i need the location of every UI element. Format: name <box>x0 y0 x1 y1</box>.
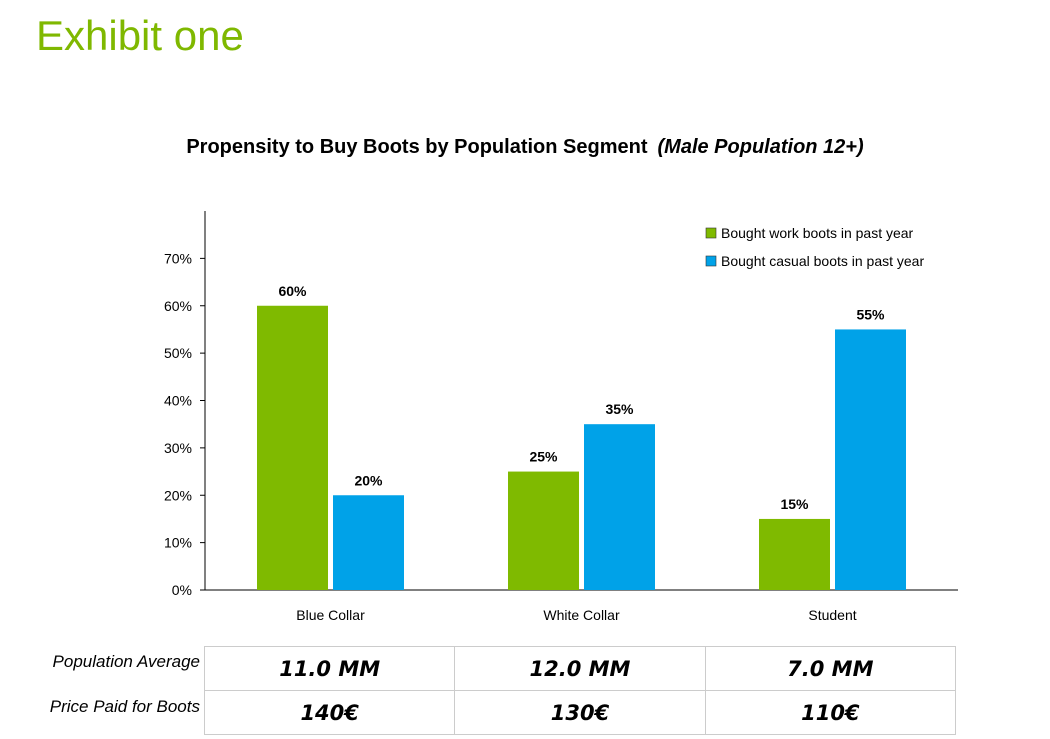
table-cell: 11.0 MM <box>203 646 456 691</box>
table-row: 140€ 130€ 110€ <box>203 690 957 735</box>
table-cell: 140€ <box>203 690 456 735</box>
table-cell: 110€ <box>704 690 957 735</box>
bar <box>759 518 830 590</box>
chart-title: Propensity to Buy Boots by Population Se… <box>0 136 1050 159</box>
table-cell: 7.0 MM <box>704 646 957 691</box>
data-label: 25% <box>529 449 558 465</box>
y-tick-label: 0% <box>172 582 192 598</box>
y-tick-label: 40% <box>164 393 192 409</box>
table-row: 11.0 MM 12.0 MM 7.0 MM <box>203 646 957 691</box>
bar <box>257 305 328 590</box>
bar <box>584 424 655 590</box>
y-tick-label: 10% <box>164 535 192 551</box>
bar-chart: 0% 10% 20% 30% 40% 50% 60% 70% 60% 20% Blue Collar… <box>164 211 958 623</box>
data-label: 15% <box>780 496 809 512</box>
row-label-population-average: Population Average <box>52 652 200 671</box>
legend-swatch <box>705 255 717 267</box>
bar <box>508 471 579 590</box>
y-tick-label: 20% <box>164 487 192 503</box>
data-label: 20% <box>354 472 383 488</box>
y-tick-label: 50% <box>164 345 192 361</box>
chart-title-main: Propensity to Buy Boots by Population Se… <box>186 136 648 158</box>
bar <box>333 495 404 590</box>
x-tick-label: Blue Collar <box>296 607 365 623</box>
y-tick-label: 60% <box>164 298 192 314</box>
legend-label: Bought casual boots in past year <box>721 253 924 269</box>
data-label: 60% <box>278 283 307 299</box>
table-cell: 12.0 MM <box>454 646 706 691</box>
x-tick-label: Student <box>808 607 856 623</box>
exhibit-title: Exhibit one <box>36 12 244 59</box>
x-tick-label: White Collar <box>543 607 620 623</box>
bar <box>835 329 906 590</box>
data-label: 55% <box>856 306 885 322</box>
y-tick-label: 70% <box>164 250 192 266</box>
table-cell: 130€ <box>454 690 706 735</box>
data-label: 35% <box>605 401 634 417</box>
chart-subtitle: (Male Population 12+) <box>657 136 864 158</box>
legend-label: Bought work boots in past year <box>721 225 914 241</box>
stats-table: 11.0 MM 12.0 MM 7.0 MM 140€ 130€ 110€ <box>203 646 957 735</box>
y-tick-label: 30% <box>164 440 192 456</box>
row-label-price-paid: Price Paid for Boots <box>49 697 200 716</box>
legend-swatch <box>705 227 717 239</box>
